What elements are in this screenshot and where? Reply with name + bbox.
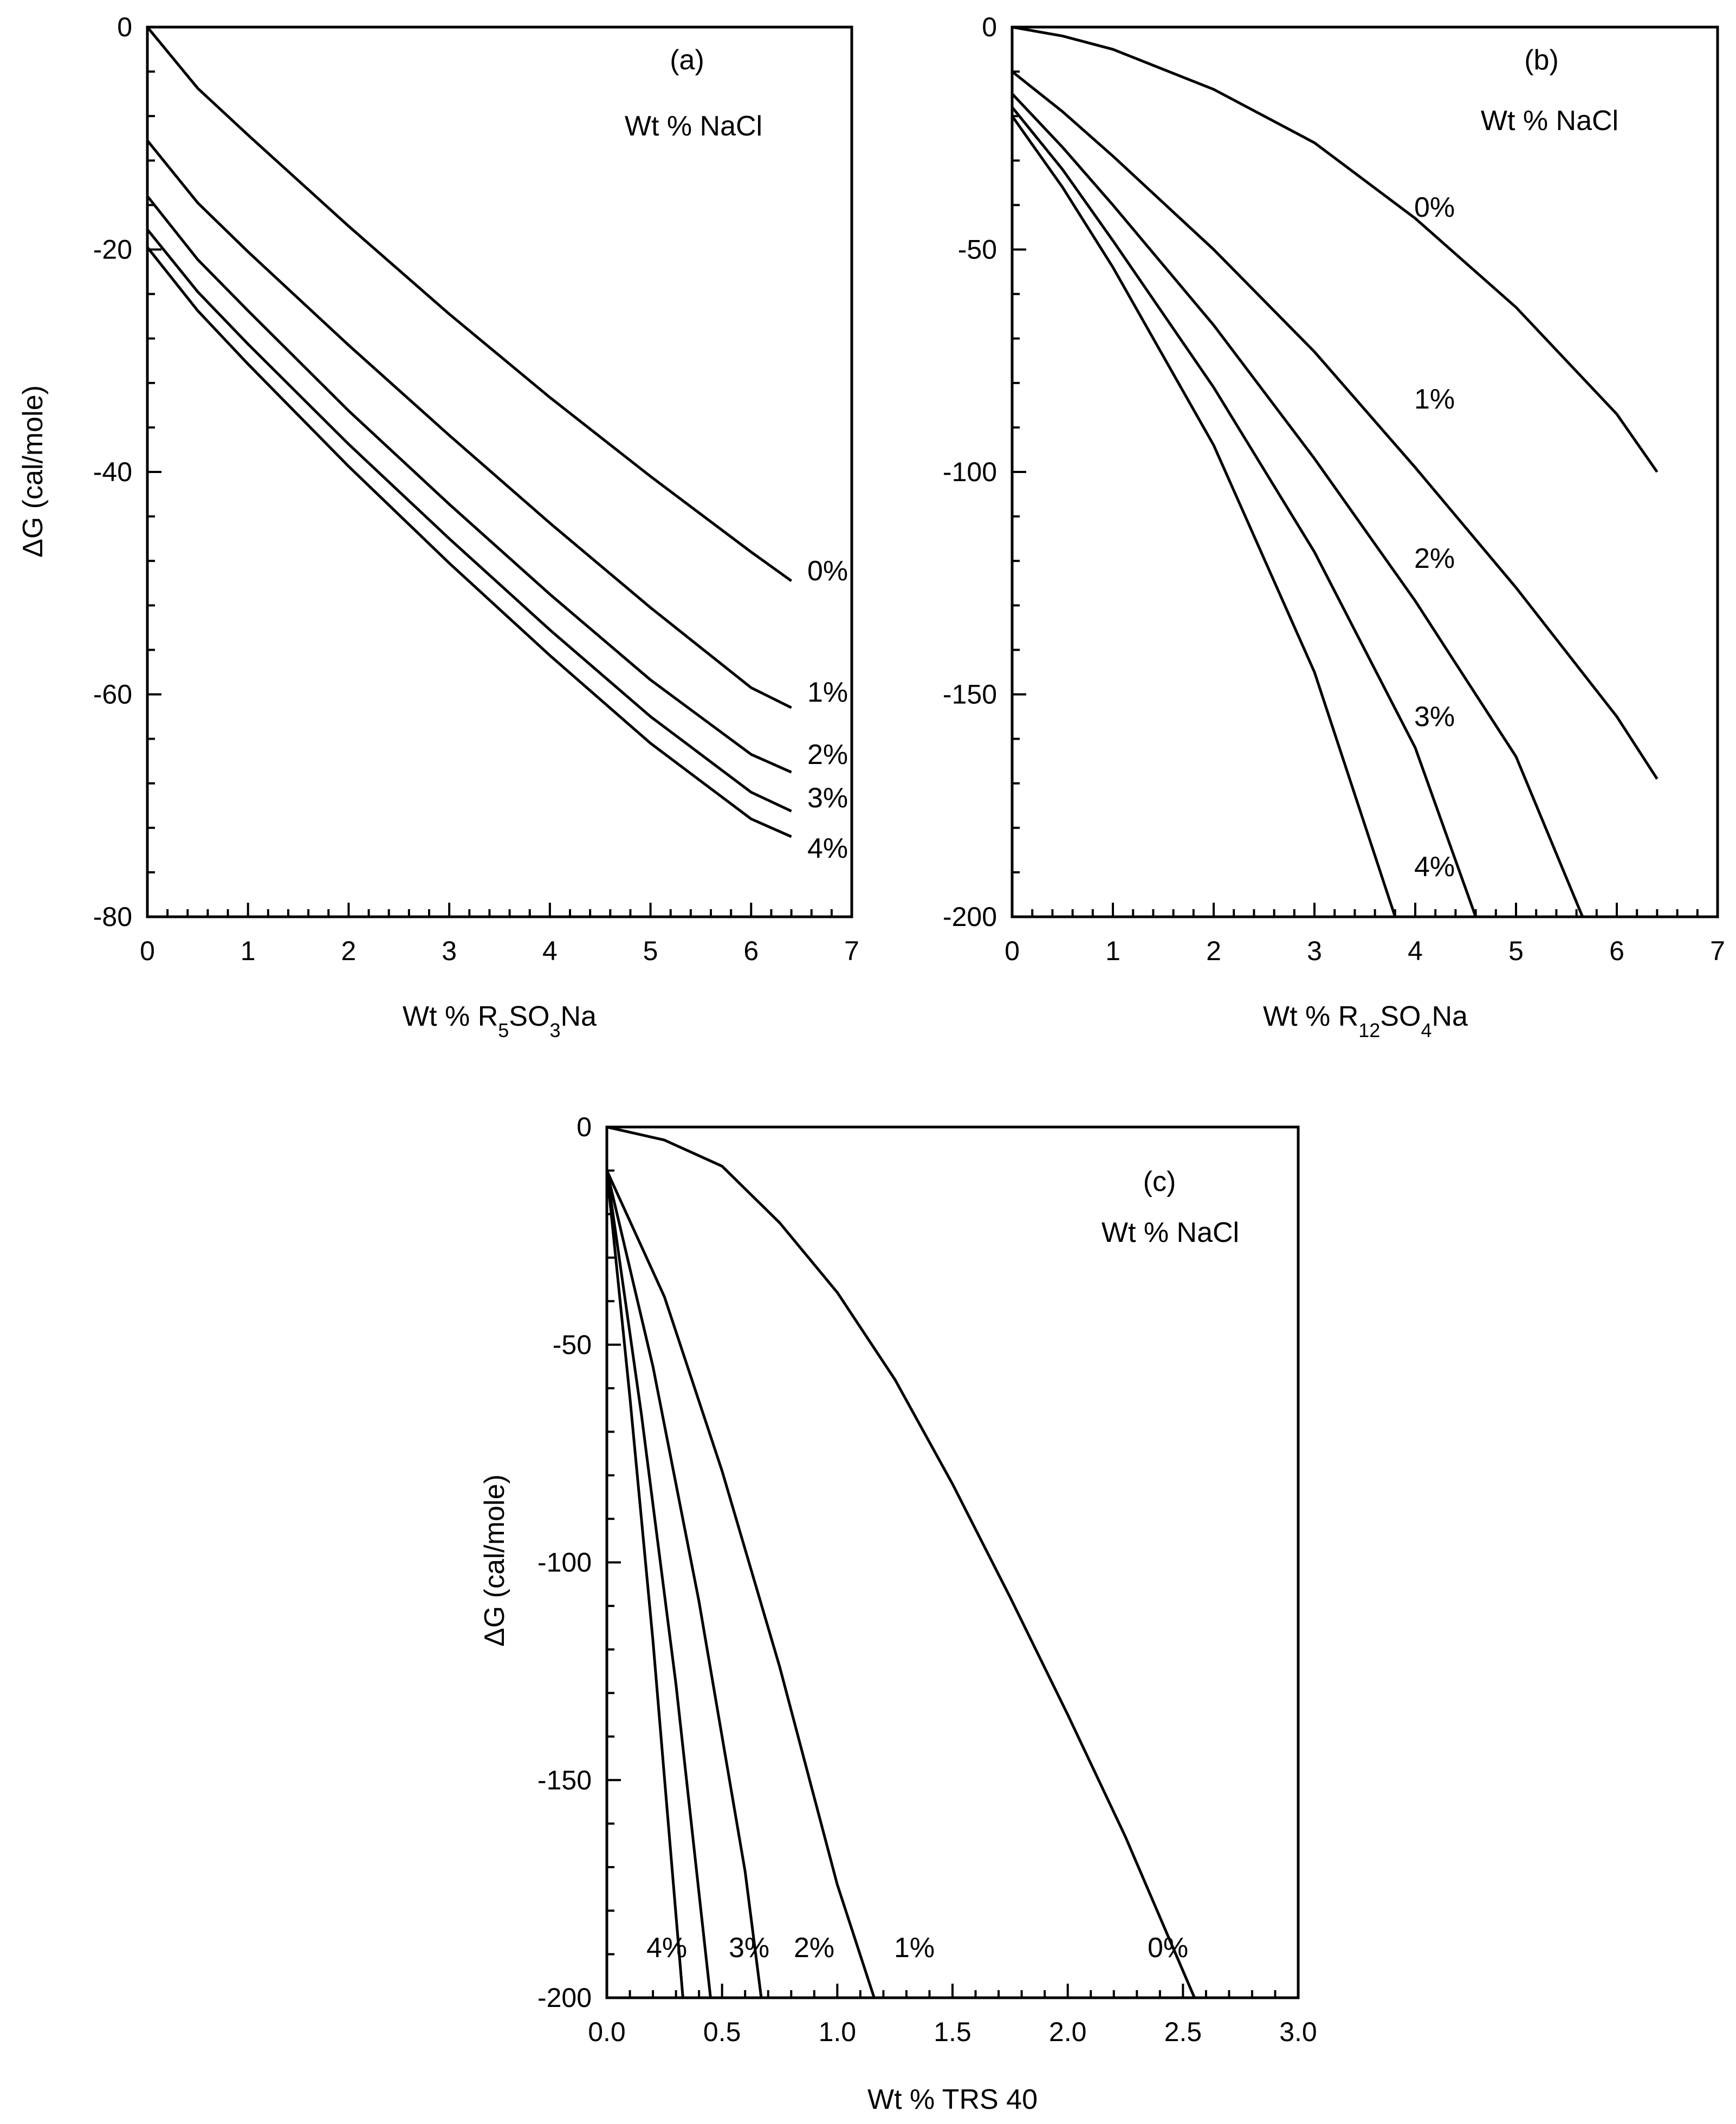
panel-label: (b) xyxy=(1524,44,1559,76)
x-tick-label: 2.0 xyxy=(1049,2017,1087,2047)
x-tick-label: 1.0 xyxy=(819,2017,857,2047)
legend-annotation: Wt % NaCl xyxy=(1102,1217,1239,1248)
series-line-1pct xyxy=(146,139,792,709)
x-tick-label: 0.5 xyxy=(703,2017,741,2047)
x-tick-label: 1 xyxy=(1105,936,1120,966)
x-tick-label: 1.5 xyxy=(934,2017,971,2047)
chart-panel-b: 0 1 2 3 4 5 6 7 0 -50 -100 -150 -200 0% 1% 2% 3% 4% (b) Wt … xyxy=(943,12,1725,1041)
series-label: 0% xyxy=(1148,1932,1188,1964)
series-line-3pct xyxy=(1011,106,1477,917)
series-label: 4% xyxy=(646,1932,687,1964)
y-tick-label: -100 xyxy=(943,457,997,487)
y-axis-title: ΔG (cal/mole) xyxy=(17,385,49,558)
y-tick-label: -50 xyxy=(553,1330,592,1360)
y-tick-label: -100 xyxy=(537,1547,592,1578)
x-tick-label: 4 xyxy=(1408,936,1423,966)
y-tick-label: 0 xyxy=(576,1112,592,1142)
series-label: 4% xyxy=(1414,851,1455,883)
series-label: 0% xyxy=(807,555,848,587)
y-tick-label: -200 xyxy=(537,1983,592,2013)
series-line-4pct xyxy=(1010,115,1397,917)
y-tick-label: 0 xyxy=(982,12,997,42)
series-label: 2% xyxy=(1414,543,1455,574)
y-tick-label: -50 xyxy=(958,235,997,265)
legend-annotation: Wt % NaCl xyxy=(1481,105,1618,137)
series-label: 3% xyxy=(1414,701,1455,733)
series-line-0pct xyxy=(606,1125,1196,1998)
series-label: 2% xyxy=(794,1932,834,1964)
y-tick-label: 0 xyxy=(117,12,132,42)
series-line-3pct xyxy=(605,1170,712,1998)
y-tick-label: -150 xyxy=(943,679,997,710)
x-tick-label: 7 xyxy=(1710,936,1725,966)
x-tick-label: 1 xyxy=(241,936,256,966)
y-tick-label: -200 xyxy=(943,902,997,932)
y-axis-title: ΔG (cal/mole) xyxy=(479,1474,510,1647)
x-axis-title: Wt % R12SO4Na xyxy=(1263,1001,1468,1041)
y-tick-label: -40 xyxy=(93,457,132,487)
series-label: 1% xyxy=(894,1932,935,1964)
panel-label: (a) xyxy=(670,44,704,76)
series-line-2pct xyxy=(146,195,792,774)
chart-panel-c: 0.0 0.5 1.0 1.5 2.0 2.5 3.0 0 -50 -100 -150 -200 0% 1… xyxy=(479,1112,1317,2115)
series-line-2pct xyxy=(1011,93,1584,917)
x-tick-label: 2 xyxy=(341,936,357,966)
x-tick-label: 3 xyxy=(442,936,457,966)
y-tick-label: -60 xyxy=(93,679,132,710)
series-label: 3% xyxy=(729,1932,769,1964)
series-line-2pct xyxy=(605,1170,763,1998)
x-tick-label: 0 xyxy=(140,936,155,966)
legend-annotation: Wt % NaCl xyxy=(625,111,762,142)
x-axis-title: Wt % R5SO3Na xyxy=(403,1001,597,1041)
series-line-4pct xyxy=(605,1170,684,1998)
series-label: 4% xyxy=(807,833,848,864)
series-line-1pct xyxy=(1011,70,1659,780)
series-line-0pct xyxy=(146,26,793,582)
series-label: 1% xyxy=(1414,384,1455,415)
panel-label: (c) xyxy=(1143,1166,1176,1197)
x-axis-title: Wt % TRS 40 xyxy=(867,2084,1038,2115)
x-tick-label: 0 xyxy=(1005,936,1020,966)
series-label: 2% xyxy=(807,739,848,770)
series-label: 0% xyxy=(1414,192,1455,223)
series-line-4pct xyxy=(146,246,792,838)
x-tick-label: 4 xyxy=(542,936,558,966)
series-line-3pct xyxy=(146,229,792,813)
x-tick-label: 0.0 xyxy=(588,2017,626,2047)
series-line-1pct xyxy=(605,1170,876,1998)
y-tick-label: -150 xyxy=(537,1765,592,1795)
y-tick-label: -80 xyxy=(93,902,132,932)
x-tick-label: 2.5 xyxy=(1164,2017,1202,2047)
x-tick-label: 6 xyxy=(743,936,759,966)
chart-panel-a: 0 1 2 3 4 5 6 7 0 -20 -40 -60 -80 0% 1% 2% 3% 4% (a) Wt % N… xyxy=(17,12,859,1041)
plot-frame xyxy=(605,1125,1300,1999)
x-tick-label: 7 xyxy=(844,936,859,966)
x-tick-label: 3 xyxy=(1307,936,1322,966)
series-label: 1% xyxy=(807,677,848,708)
y-tick-label: -20 xyxy=(93,235,132,265)
series-label: 3% xyxy=(807,782,848,814)
x-tick-label: 6 xyxy=(1609,936,1624,966)
x-tick-label: 2 xyxy=(1206,936,1221,966)
series-line-0pct xyxy=(1012,25,1659,473)
x-tick-label: 5 xyxy=(643,936,658,966)
x-tick-label: 5 xyxy=(1508,936,1524,966)
plot-frame xyxy=(146,25,853,918)
x-tick-label: 3.0 xyxy=(1279,2017,1317,2047)
